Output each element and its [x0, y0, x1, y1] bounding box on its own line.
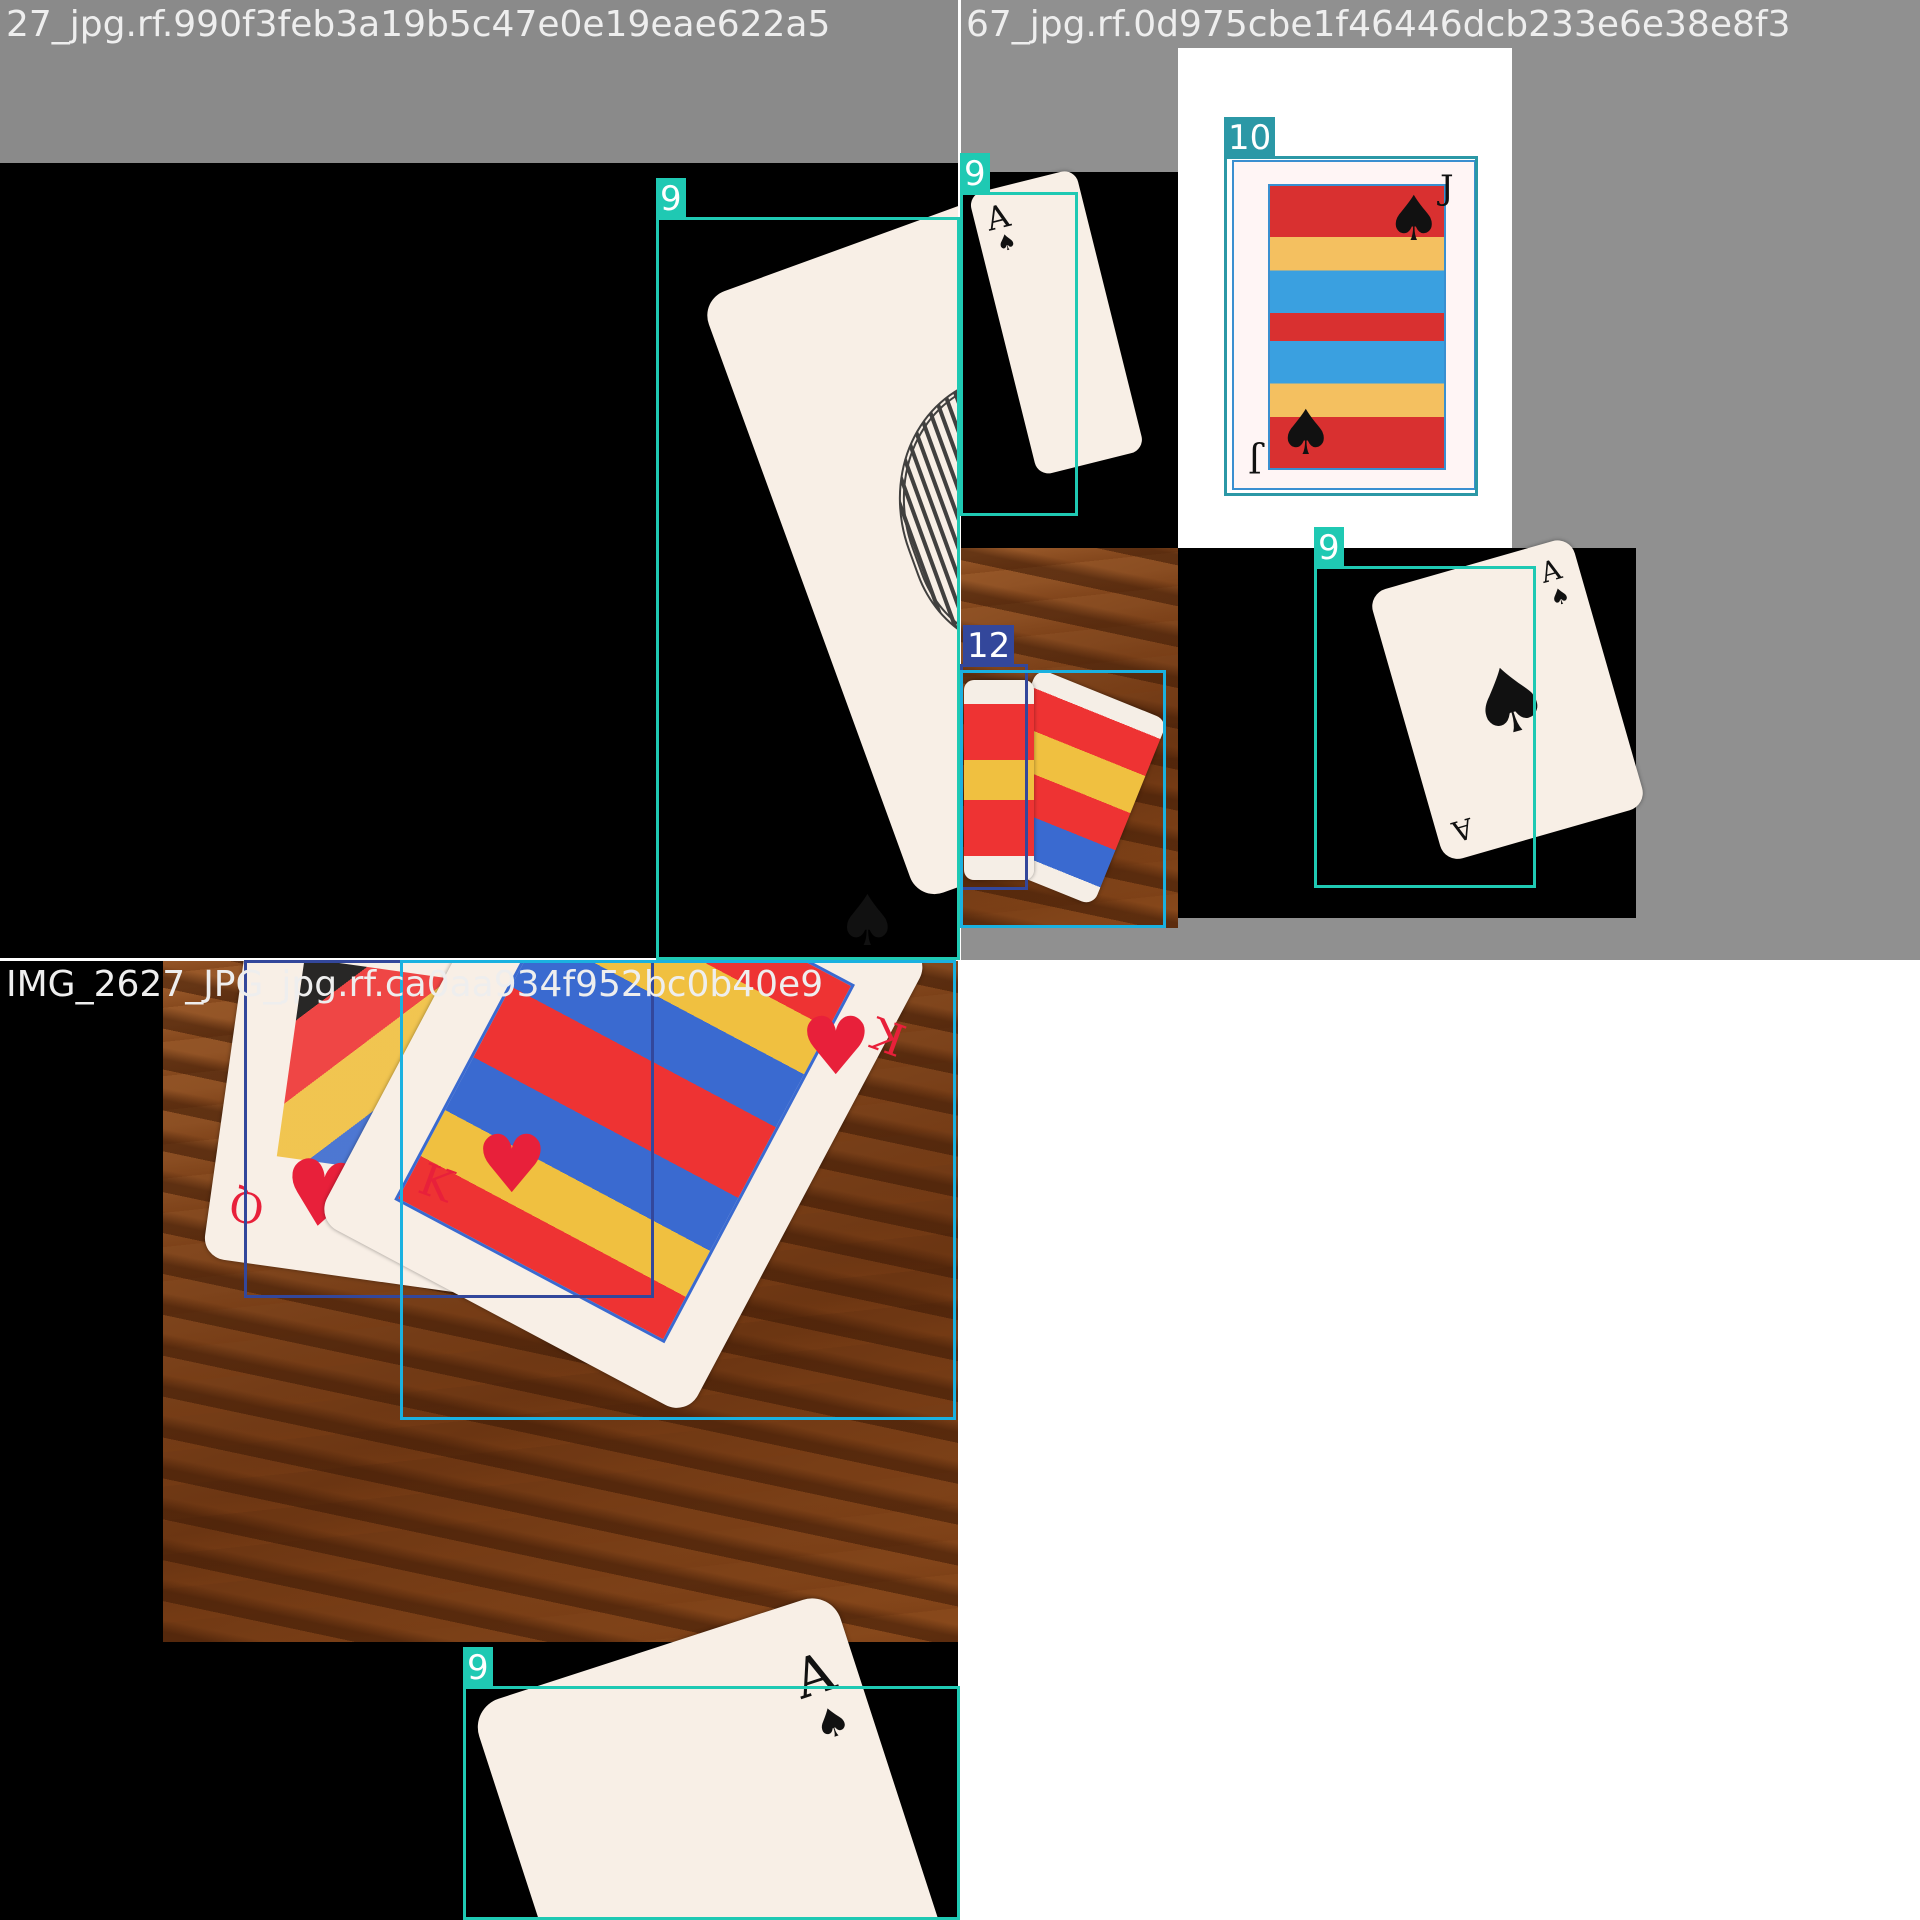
detection-label: 9 — [656, 178, 686, 220]
detection-box: 10 — [1224, 117, 1478, 496]
jack-artwork — [1268, 184, 1446, 470]
detection-box: 9 — [463, 1647, 960, 1920]
detection-label: 9 — [463, 1647, 493, 1689]
empty-quadrant — [960, 960, 1920, 1920]
spade-pip-icon: ♠ — [836, 880, 899, 960]
detection-label: 12 — [963, 625, 1015, 667]
spade-pip-icon: ♠ — [1547, 582, 1574, 613]
mosaic-tile-1: 27_jpg.rf.990f3feb3a19b5c47e0e19eae622a5… — [0, 0, 960, 960]
detection-box: 9 — [656, 178, 960, 960]
detection-label: 12 — [244, 960, 296, 963]
spade-pip-icon: ♠ — [1386, 182, 1442, 255]
card-rank: J — [1440, 168, 1454, 208]
tile-filename: 27_jpg.rf.990f3feb3a19b5c47e0e19eae622a5 — [6, 4, 831, 45]
playing-card-queen-of-hearts — [964, 680, 1034, 880]
tile-filename: 67_jpg.rf.0d975cbe1f46446dcb233e6e38e8f3 — [966, 4, 1791, 45]
detection-box — [960, 670, 1166, 928]
letterbox-band — [0, 0, 960, 163]
detection-label: 9 — [960, 153, 990, 195]
heart-pip-icon: ♥ — [476, 1118, 548, 1211]
spade-pip-icon: ♠ — [1278, 396, 1334, 469]
mosaic-tile-3: ♥ Q ♥ K ♥ K A ♠ IMG_2627_JPG_jpg.rf.ca0a… — [0, 960, 960, 1920]
heart-pip-icon: ♥ — [800, 1000, 872, 1093]
playing-card-jack-of-spades: J ♠ ♠ J — [1232, 160, 1476, 490]
detection-box: 9 — [960, 153, 1078, 516]
detection-label: 10 — [1224, 117, 1276, 159]
detection-box: 11 — [400, 960, 956, 1420]
detection-box: 9 — [1314, 527, 1536, 888]
detection-label: 9 — [1314, 527, 1344, 569]
mosaic-tile-2: A ♠ J ♠ ♠ J A ♠ ♠ A 9 10 9 12 — [960, 0, 1920, 960]
detection-label: 11 — [400, 960, 452, 963]
tile-divider — [0, 958, 960, 961]
tile-filename: IMG_2627_JPG_jpg.rf.ca0aa934f952bc0b40e9 — [6, 964, 824, 1005]
